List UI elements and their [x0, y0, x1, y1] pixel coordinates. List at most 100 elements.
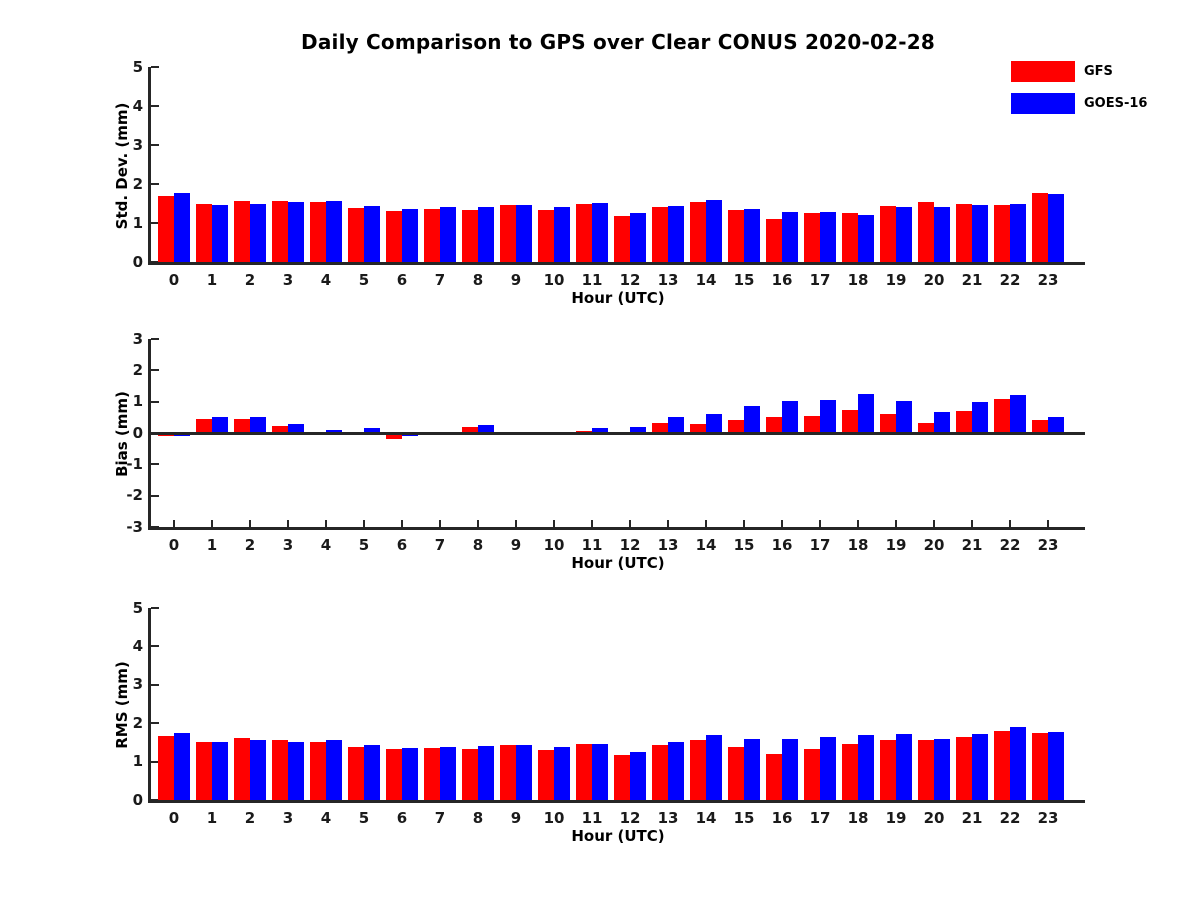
x-tick-label-hour-19: 19	[885, 536, 907, 554]
bar-goes16-hour-20	[934, 411, 950, 433]
bar-goes16-hour-9	[516, 205, 532, 262]
x-tick-mark	[287, 520, 289, 527]
x-tick-label-hour-0: 0	[168, 271, 180, 289]
y-tick-mark	[151, 494, 159, 497]
bar-gfs-hour-20	[918, 740, 934, 800]
bar-gfs-hour-6	[386, 433, 402, 439]
bar-goes16-hour-5	[364, 205, 380, 262]
bar-goes16-hour-10	[554, 206, 570, 262]
y-tick-label: 3	[132, 675, 143, 694]
bar-gfs-hour-2	[234, 738, 250, 800]
bar-gfs-hour-12	[614, 755, 630, 800]
bar-goes16-hour-7	[440, 747, 456, 800]
bar-gfs-hour-17	[804, 415, 820, 433]
x-tick-label-hour-10: 10	[543, 271, 565, 289]
x-tick-label-hour-4: 4	[320, 536, 332, 554]
y-tick-mark	[151, 722, 159, 725]
bar-gfs-hour-2	[234, 200, 250, 262]
x-axis-spine-std-dev-mm	[148, 262, 1085, 265]
bar-gfs-hour-12	[614, 215, 630, 262]
y-tick-label: 4	[132, 636, 143, 655]
bar-goes16-hour-15	[744, 738, 760, 800]
x-tick-mark	[857, 520, 859, 527]
bar-gfs-hour-20	[918, 422, 934, 433]
legend: GFS GOES-16	[1011, 61, 1147, 114]
bar-goes16-hour-3	[288, 741, 304, 800]
y-tick-label: 1	[132, 392, 143, 411]
x-tick-label-hour-9: 9	[510, 536, 522, 554]
bar-goes16-hour-18	[858, 214, 874, 262]
legend-swatch	[1011, 61, 1075, 82]
x-tick-mark	[591, 520, 593, 527]
x-tick-label-hour-23: 23	[1037, 271, 1059, 289]
bar-gfs-hour-16	[766, 753, 782, 800]
x-tick-label-hour-13: 13	[657, 809, 679, 827]
bar-gfs-hour-1	[196, 418, 212, 433]
bar-goes16-hour-11	[592, 203, 608, 262]
x-tick-mark	[515, 520, 517, 527]
x-tick-mark	[1009, 520, 1011, 527]
y-tick-mark	[151, 369, 159, 372]
y-axis-spine-std-dev-mm	[148, 67, 151, 265]
bar-goes16-hour-19	[896, 401, 912, 433]
bar-gfs-hour-10	[538, 749, 554, 800]
bar-goes16-hour-20	[934, 206, 950, 262]
x-tick-mark	[781, 520, 783, 527]
bar-gfs-hour-6	[386, 210, 402, 262]
legend-label: GOES-16	[1084, 96, 1148, 111]
bar-gfs-hour-15	[728, 209, 744, 262]
x-tick-label-hour-13: 13	[657, 271, 679, 289]
y-tick-mark	[151, 222, 159, 224]
x-tick-mark	[933, 520, 935, 527]
bar-gfs-hour-16	[766, 417, 782, 433]
bar-gfs-hour-8	[462, 427, 478, 433]
bar-goes16-hour-21	[972, 734, 988, 800]
x-tick-label-hour-16: 16	[771, 271, 793, 289]
legend-item-gfs: GFS	[1011, 61, 1147, 82]
bar-goes16-hour-15	[744, 405, 760, 433]
x-tick-label-hour-17: 17	[809, 536, 831, 554]
bar-gfs-hour-17	[804, 748, 820, 800]
x-axis-spine-bias-mm	[148, 527, 1085, 530]
x-tick-label-hour-8: 8	[472, 536, 484, 554]
bar-goes16-hour-11	[592, 743, 608, 800]
bar-goes16-hour-2	[250, 416, 266, 433]
x-tick-label-hour-8: 8	[472, 271, 484, 289]
bar-goes16-hour-14	[706, 413, 722, 433]
x-tick-label-hour-22: 22	[999, 271, 1021, 289]
bar-goes16-hour-17	[820, 212, 836, 262]
bar-gfs-hour-10	[538, 210, 554, 262]
bar-goes16-hour-16	[782, 211, 798, 262]
bar-goes16-hour-8	[478, 745, 494, 800]
bar-gfs-hour-22	[994, 399, 1010, 433]
bar-gfs-hour-9	[500, 205, 516, 262]
y-axis-spine-rms-mm	[148, 608, 151, 803]
bar-gfs-hour-14	[690, 201, 706, 262]
y-tick-mark	[151, 683, 159, 686]
bar-gfs-hour-6	[386, 749, 402, 800]
x-tick-label-hour-0: 0	[168, 809, 180, 827]
bar-gfs-hour-14	[690, 424, 706, 433]
bar-goes16-hour-13	[668, 742, 684, 800]
bar-gfs-hour-3	[272, 201, 288, 262]
bar-gfs-hour-9	[500, 745, 516, 800]
bar-gfs-hour-2	[234, 418, 250, 433]
y-tick-label: 2	[132, 713, 143, 732]
y-tick-label: 4	[132, 96, 143, 115]
x-tick-mark	[477, 520, 479, 527]
x-tick-label-hour-15: 15	[733, 536, 755, 554]
bar-gfs-hour-19	[880, 206, 896, 262]
bar-goes16-hour-0	[174, 193, 190, 262]
x-tick-mark	[895, 520, 897, 527]
x-tick-label-hour-12: 12	[619, 809, 641, 827]
bar-goes16-hour-16	[782, 738, 798, 800]
x-tick-mark	[629, 520, 631, 527]
bar-gfs-hour-7	[424, 748, 440, 800]
bar-goes16-hour-7	[440, 207, 456, 262]
x-tick-label-hour-13: 13	[657, 536, 679, 554]
bar-goes16-hour-4	[326, 200, 342, 262]
bar-goes16-hour-1	[212, 741, 228, 800]
x-tick-label-hour-10: 10	[543, 536, 565, 554]
x-tick-label-hour-10: 10	[543, 809, 565, 827]
x-tick-label-hour-20: 20	[923, 536, 945, 554]
